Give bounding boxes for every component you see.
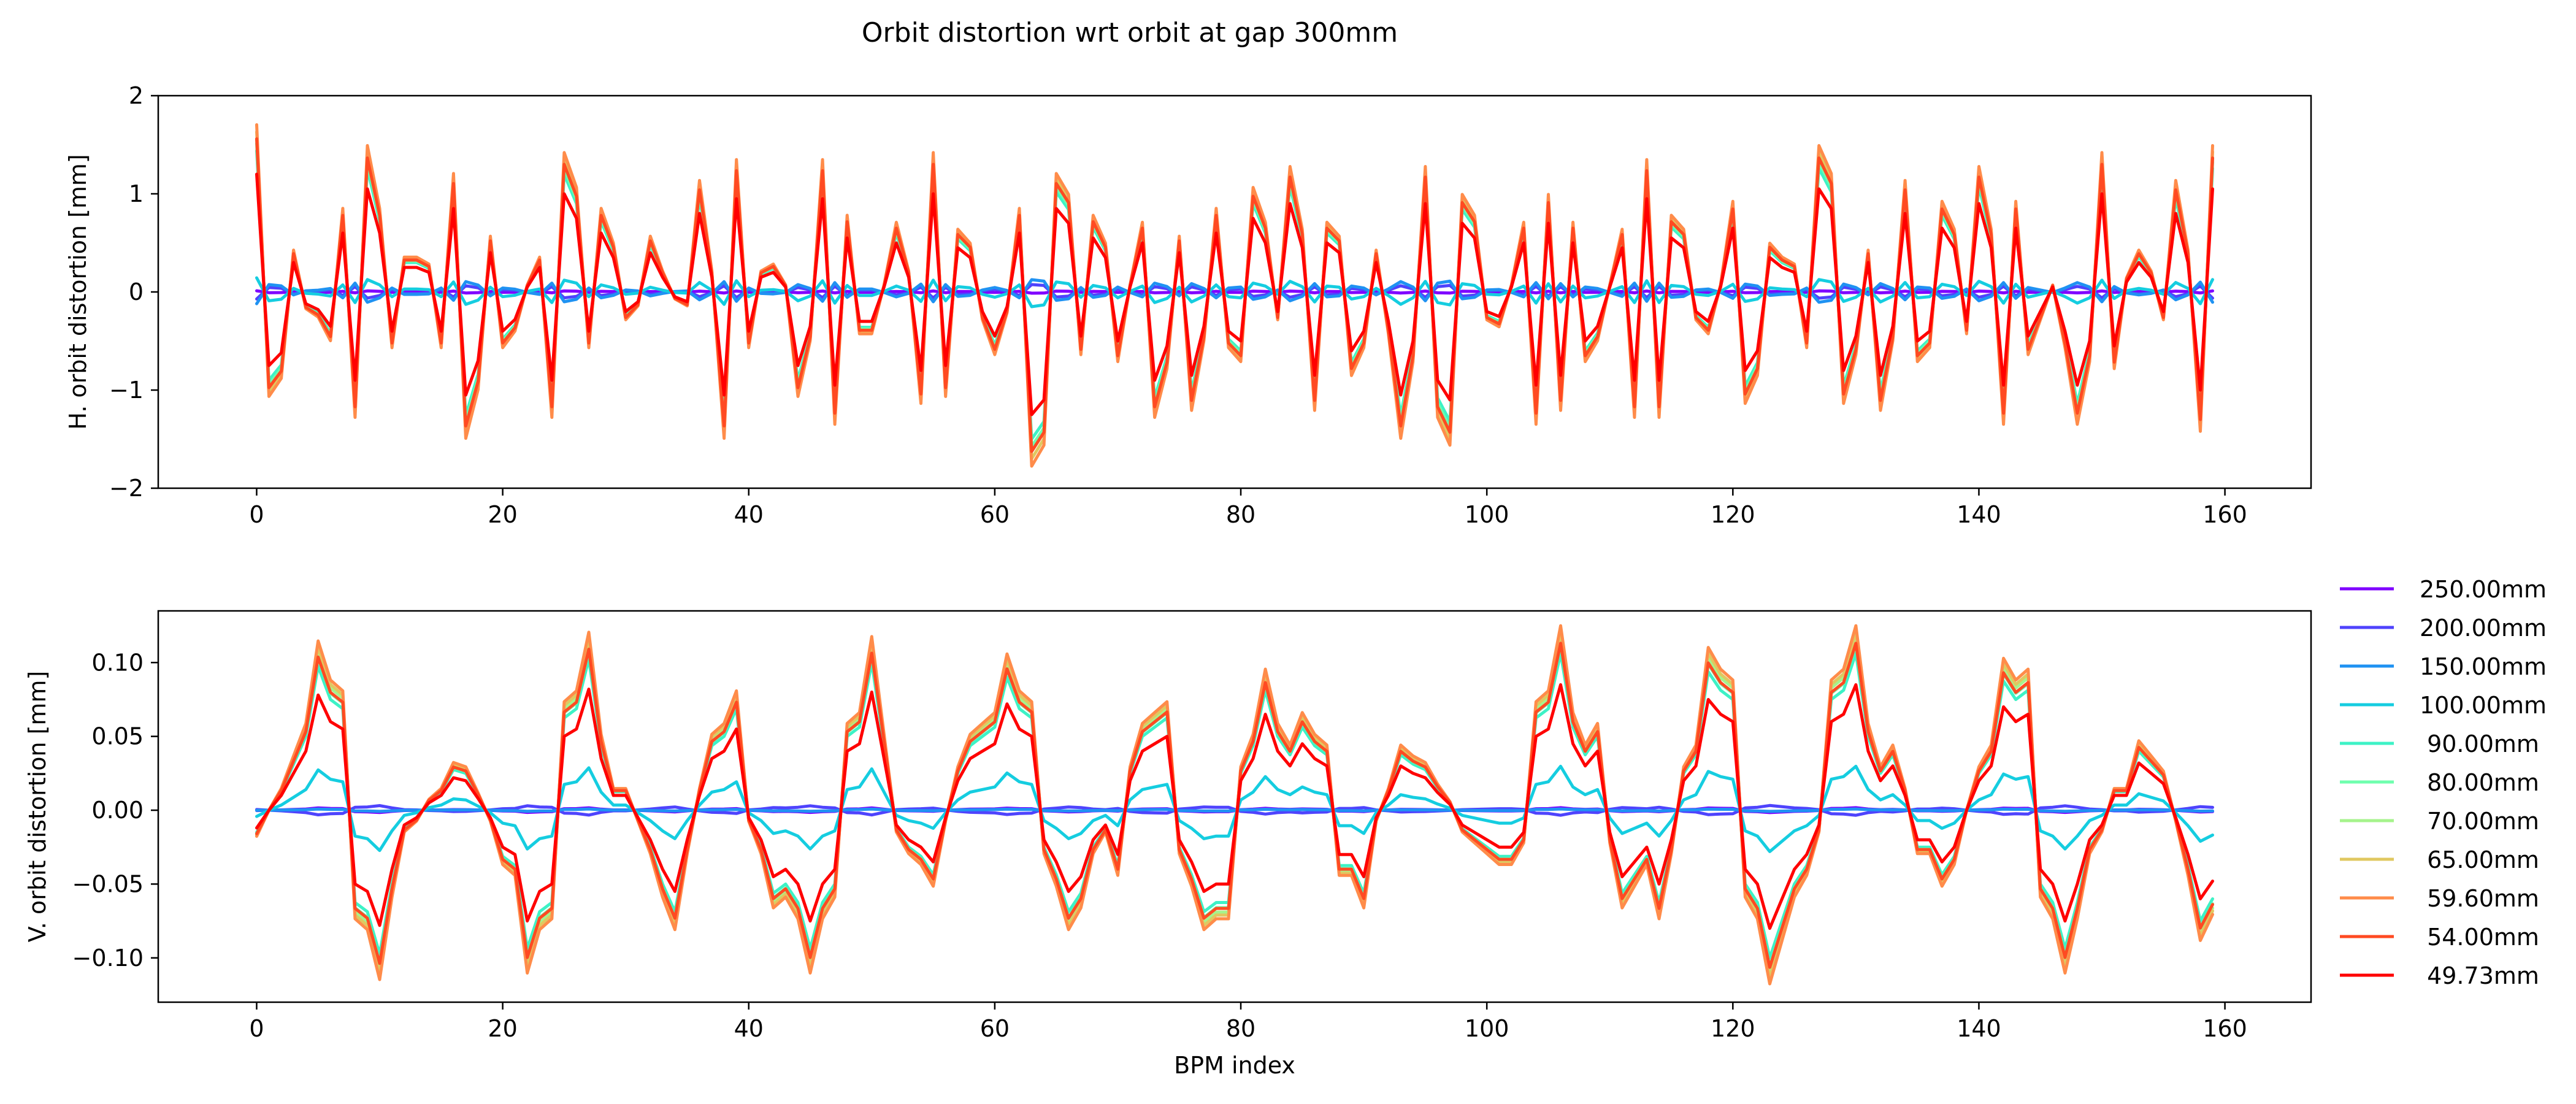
x-tick-label: 60 (980, 501, 1010, 528)
series-line-150-00mm (255, 278, 2214, 305)
legend-label: 80.00mm (2420, 769, 2539, 796)
x-tick-label: 20 (488, 1015, 517, 1042)
legend-label: 59.60mm (2420, 885, 2539, 912)
x-tick-label: 60 (980, 1015, 1010, 1042)
y-tick-label: −0.05 (72, 870, 144, 897)
legend-label: 200.00mm (2420, 615, 2547, 642)
legend-item: 90.00mm (2340, 730, 2539, 757)
legend-item: 80.00mm (2340, 769, 2539, 796)
y-tick-label: 0.00 (91, 797, 144, 824)
x-tick-label: 120 (1711, 501, 1755, 528)
legend-label: 49.73mm (2420, 962, 2539, 989)
y-axis-label: V. orbit distortion [mm] (24, 671, 51, 943)
x-tick-label: 20 (488, 501, 517, 528)
y-tick-label: 0 (129, 278, 144, 305)
legend-label: 250.00mm (2420, 576, 2547, 603)
legend-label: 70.00mm (2420, 808, 2539, 835)
y-tick-label: 2 (129, 82, 144, 109)
y-tick-label: −0.10 (72, 945, 144, 972)
x-tick-label: 40 (734, 501, 764, 528)
x-tick-label: 120 (1711, 1015, 1755, 1042)
legend-item: 65.00mm (2340, 846, 2539, 873)
series-group (255, 624, 2214, 986)
y-tick-label: −1 (109, 377, 144, 404)
x-tick-label: 160 (2202, 1015, 2247, 1042)
x-tick-label: 160 (2202, 501, 2247, 528)
series-line-49-73mm (255, 172, 2214, 416)
legend-label: 90.00mm (2420, 730, 2539, 757)
x-tick-label: 140 (1957, 501, 2001, 528)
series-line-150-00mm (255, 807, 2214, 813)
legend-item: 54.00mm (2340, 924, 2539, 951)
x-tick-label: 100 (1465, 501, 1509, 528)
y-tick-label: −2 (109, 475, 144, 502)
series-line-250-00mm (255, 289, 2214, 295)
legend-item: 200.00mm (2340, 615, 2547, 642)
legend-label: 150.00mm (2420, 653, 2547, 680)
legend-item: 250.00mm (2340, 576, 2547, 603)
panel-vertical: 0 20 40 60 80 100 120 140 160 −0.10 −0.05 0.00 0.05 0… (24, 610, 2312, 1079)
legend-item: 100.00mm (2340, 692, 2547, 719)
y-tick-label: 1 (129, 180, 144, 207)
x-tick-label: 40 (734, 1015, 764, 1042)
legend-item: 70.00mm (2340, 808, 2539, 835)
legend-label: 100.00mm (2420, 692, 2547, 719)
series-group (255, 123, 2214, 468)
x-tick-label: 100 (1465, 1015, 1509, 1042)
x-tick-label: 80 (1226, 501, 1255, 528)
legend-item: 59.60mm (2340, 885, 2539, 912)
x-tick-label: 80 (1226, 1015, 1255, 1042)
series-line-49-73mm (255, 683, 2214, 930)
x-tick-label: 0 (249, 1015, 264, 1042)
legend-label: 54.00mm (2420, 924, 2539, 951)
y-tick-label: 0.05 (91, 723, 144, 750)
series-line-100-00mm (255, 276, 2214, 309)
panel-horizontal: 0 20 40 60 80 100 120 140 160 −2 −1 0 1 2 H. orbit dis… (64, 82, 2312, 528)
legend-item: 150.00mm (2340, 653, 2547, 680)
figure-title: Orbit distortion wrt orbit at gap 300mm (862, 17, 1398, 48)
legend-label: 65.00mm (2420, 846, 2539, 873)
y-tick-label: 0.10 (91, 649, 144, 676)
axes-frame (157, 610, 2312, 1003)
x-tick-label: 0 (249, 501, 264, 528)
x-axis-label: BPM index (1174, 1052, 1295, 1079)
legend: 250.00mm 200.00mm 150.00mm 100.00mm 90.00mm… (2340, 576, 2547, 989)
legend-item: 49.73mm (2340, 962, 2539, 989)
y-axis-label: H. orbit distortion [mm] (64, 154, 91, 429)
series-line-100-00mm (255, 764, 2214, 853)
x-tick-label: 140 (1957, 1015, 2001, 1042)
